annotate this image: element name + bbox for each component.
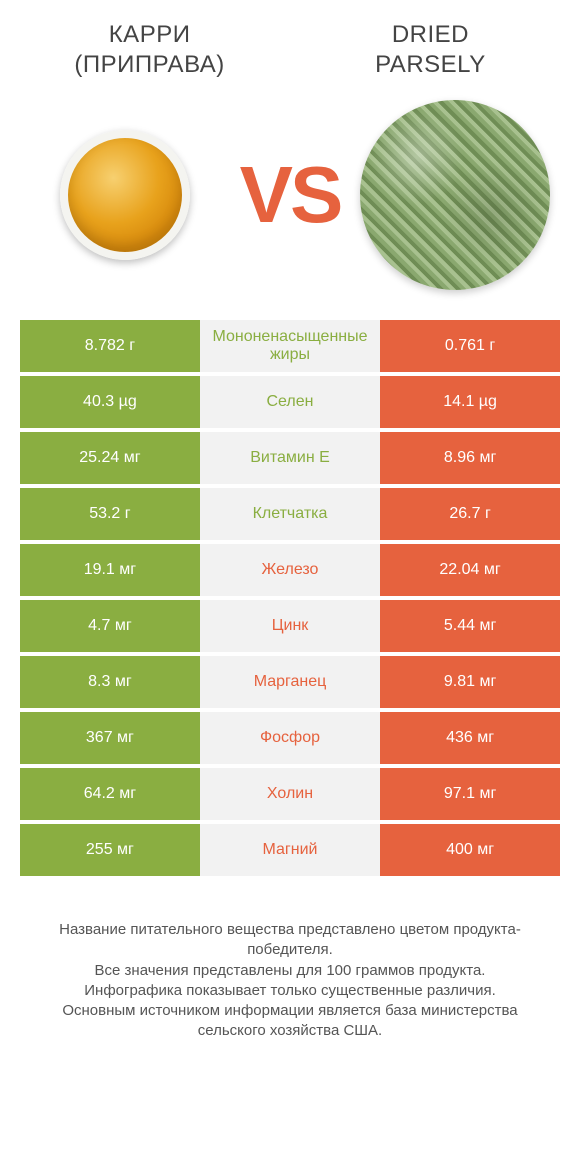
product-left-title: КАРРИ (ПРИПРАВА) (20, 20, 279, 80)
vs-label: VS (240, 149, 341, 241)
nutrient-label: Фосфор (200, 712, 380, 764)
nutrient-row: 25.24 мгВитамин E8.96 мг (20, 432, 560, 488)
product-left-title-line1: КАРРИ (109, 21, 191, 48)
images-row: VS (20, 100, 560, 290)
product-right-title-line1: DRIED (392, 21, 469, 48)
nutrient-label: Мононенасыщенные жиры (200, 320, 380, 372)
product-right-image (360, 100, 550, 290)
nutrient-left-value: 8.782 г (20, 320, 200, 372)
nutrient-label: Селен (200, 376, 380, 428)
nutrient-row: 64.2 мгХолин97.1 мг (20, 768, 560, 824)
nutrient-row: 8.782 гМононенасыщенные жиры0.761 г (20, 320, 560, 376)
nutrient-left-value: 53.2 г (20, 488, 200, 540)
nutrient-left-value: 25.24 мг (20, 432, 200, 484)
nutrient-row: 4.7 мгЦинк5.44 мг (20, 600, 560, 656)
nutrient-right-value: 0.761 г (380, 320, 560, 372)
nutrient-left-value: 255 мг (20, 824, 200, 876)
nutrient-label: Холин (200, 768, 380, 820)
nutrient-label: Клетчатка (200, 488, 380, 540)
nutrient-row: 255 мгМагний400 мг (20, 824, 560, 880)
nutrient-right-value: 436 мг (380, 712, 560, 764)
nutrient-left-value: 19.1 мг (20, 544, 200, 596)
nutrient-left-value: 367 мг (20, 712, 200, 764)
nutrient-right-value: 14.1 µg (380, 376, 560, 428)
nutrient-left-value: 4.7 мг (20, 600, 200, 652)
nutrient-right-value: 22.04 мг (380, 544, 560, 596)
nutrient-row: 40.3 µgСелен14.1 µg (20, 376, 560, 432)
nutrient-label: Марганец (200, 656, 380, 708)
nutrient-right-value: 97.1 мг (380, 768, 560, 820)
product-right-title-line2: PARSELY (375, 51, 486, 78)
product-left-title-line2: (ПРИПРАВА) (74, 51, 224, 78)
nutrient-right-value: 400 мг (380, 824, 560, 876)
footer-notes: Название питательного вещества представл… (20, 920, 560, 1042)
nutrient-right-value: 9.81 мг (380, 656, 560, 708)
footer-line: Название питательного вещества представл… (36, 920, 544, 961)
nutrient-label: Витамин E (200, 432, 380, 484)
product-right-title: DRIED PARSELY (301, 20, 560, 80)
nutrient-row: 53.2 гКлетчатка26.7 г (20, 488, 560, 544)
nutrients-table: 8.782 гМононенасыщенные жиры0.761 г40.3 … (20, 320, 560, 880)
nutrient-row: 19.1 мгЖелезо22.04 мг (20, 544, 560, 600)
nutrient-right-value: 5.44 мг (380, 600, 560, 652)
footer-line: Все значения представлены для 100 граммо… (36, 961, 544, 981)
curry-icon (60, 130, 190, 260)
product-left-image (30, 100, 220, 290)
parsley-icon (360, 100, 550, 290)
nutrient-label: Железо (200, 544, 380, 596)
nutrient-right-value: 26.7 г (380, 488, 560, 540)
nutrient-row: 367 мгФосфор436 мг (20, 712, 560, 768)
titles-row: КАРРИ (ПРИПРАВА) DRIED PARSELY (20, 20, 560, 80)
nutrient-right-value: 8.96 мг (380, 432, 560, 484)
nutrient-left-value: 64.2 мг (20, 768, 200, 820)
nutrient-label: Магний (200, 824, 380, 876)
nutrient-row: 8.3 мгМарганец9.81 мг (20, 656, 560, 712)
footer-line: Основным источником информации является … (36, 1001, 544, 1042)
footer-line: Инфографика показывает только существенн… (36, 981, 544, 1001)
nutrient-left-value: 40.3 µg (20, 376, 200, 428)
nutrient-label: Цинк (200, 600, 380, 652)
nutrient-left-value: 8.3 мг (20, 656, 200, 708)
